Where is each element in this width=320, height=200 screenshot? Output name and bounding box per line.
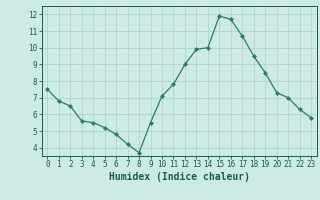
X-axis label: Humidex (Indice chaleur): Humidex (Indice chaleur) [109,172,250,182]
